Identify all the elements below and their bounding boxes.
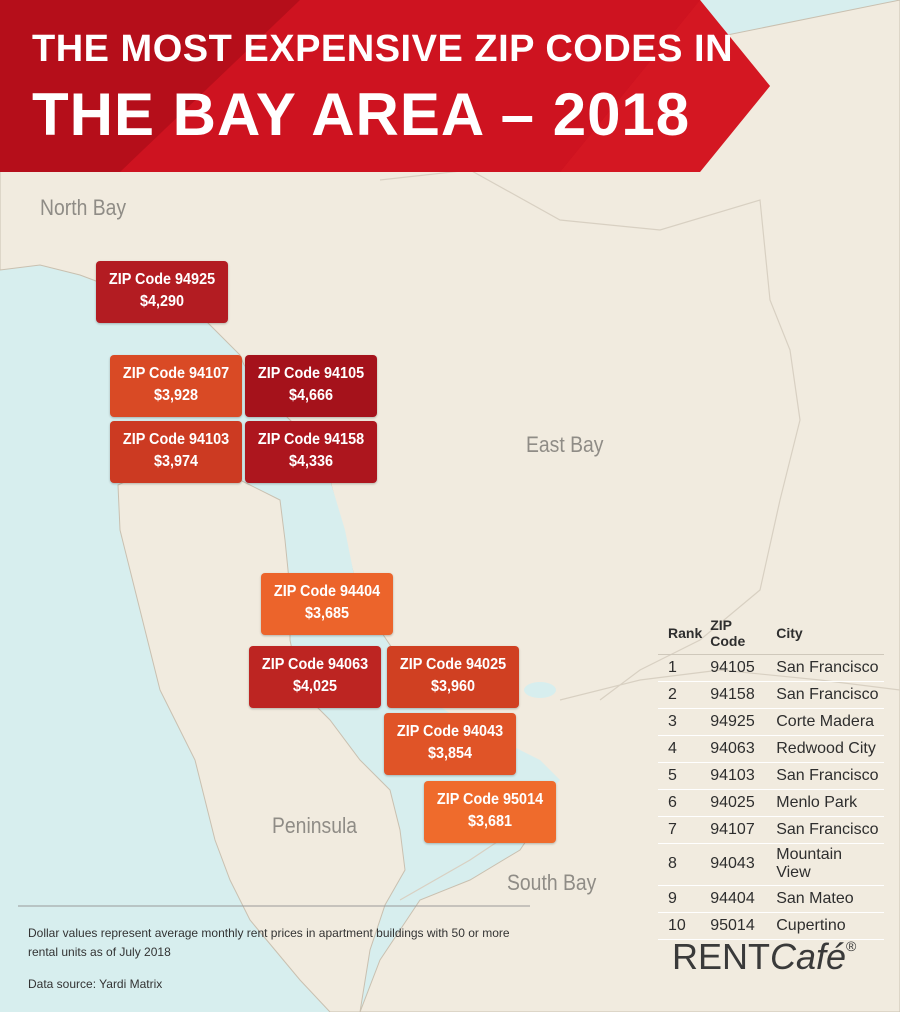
region-south-bay: South Bay — [507, 870, 597, 895]
logo-cafe: Café — [770, 936, 847, 977]
logo-rent: RENT — [672, 936, 770, 977]
banner-facet — [120, 0, 700, 172]
zip-label: ZIP Code 94025 — [399, 656, 507, 673]
cell-zip: 94158 — [706, 681, 773, 709]
region-peninsula: Peninsula — [272, 813, 358, 838]
zip-rent: $3,681 — [467, 813, 513, 830]
cell-city: Mountain View — [772, 843, 884, 886]
region-east-bay: East Bay — [526, 432, 604, 457]
table-row: 4 94063 Redwood City — [658, 735, 884, 763]
title-line-1: THE MOST EXPENSIVE ZIP CODES IN — [32, 28, 734, 70]
cell-city: San Francisco — [772, 762, 884, 790]
zip-rent: $4,336 — [288, 453, 334, 470]
zip-box: ZIP Code 94103 $3,974 — [110, 421, 242, 483]
zip-rent: $4,290 — [139, 293, 185, 310]
title-line-2: THE BAY AREA – 2018 — [32, 81, 691, 148]
land-peninsula — [117, 469, 406, 1012]
zip-rent: $3,974 — [153, 453, 199, 470]
header-zip: ZIP Code — [706, 614, 773, 655]
cell-city: Corte Madera — [772, 708, 884, 736]
zip-label: ZIP Code 94107 — [122, 365, 230, 382]
header-rank: Rank — [658, 614, 707, 655]
table-header-row: Rank ZIP Code City — [658, 614, 884, 655]
cell-city: San Francisco — [772, 654, 884, 682]
zip-box: ZIP Code 94107 $3,928 — [110, 355, 242, 417]
cell-city: San Francisco — [772, 816, 884, 844]
cell-zip: 94105 — [706, 654, 773, 682]
zip-box: ZIP Code 94105 $4,666 — [245, 355, 377, 417]
zip-label: ZIP Code 94063 — [261, 656, 369, 673]
ranking-table: Rank ZIP Code City 1 94105 San Francisco 2… — [658, 614, 884, 940]
cell-zip: 94043 — [706, 843, 773, 886]
table-row: 5 94103 San Francisco — [658, 762, 884, 790]
zip-box: ZIP Code 94404 $3,685 — [261, 573, 393, 635]
cell-rank: 9 — [658, 885, 707, 913]
table-row: 6 94025 Menlo Park — [658, 789, 884, 817]
cell-zip: 94063 — [706, 735, 773, 763]
zip-rent: $3,928 — [153, 387, 199, 404]
cell-rank: 5 — [658, 762, 707, 790]
banner-facet — [0, 0, 300, 172]
zip-rent: $4,025 — [292, 678, 338, 695]
footer-note: Dollar values represent average monthly … — [28, 926, 510, 959]
table-row: 2 94158 San Francisco — [658, 681, 884, 709]
cell-city: San Mateo — [772, 885, 884, 913]
zip-box: ZIP Code 94063 $4,025 — [249, 646, 381, 708]
cell-city: San Francisco — [772, 681, 884, 709]
cell-rank: 4 — [658, 735, 707, 763]
zip-rent: $3,685 — [304, 605, 350, 622]
header-city: City — [772, 614, 884, 655]
zip-rent: $3,854 — [427, 745, 473, 762]
footer-source: Data source: Yardi Matrix — [28, 977, 163, 991]
cell-rank: 7 — [658, 816, 707, 844]
zip-rent: $3,960 — [430, 678, 476, 695]
banner-facet — [560, 0, 770, 172]
zip-label: ZIP Code 94043 — [396, 723, 504, 740]
zip-box: ZIP Code 94043 $3,854 — [384, 713, 516, 775]
region-north-bay: North Bay — [40, 195, 127, 220]
cell-city: Cupertino — [772, 912, 884, 940]
inlet — [524, 682, 556, 698]
zip-label: ZIP Code 94158 — [257, 431, 365, 448]
cell-zip: 94404 — [706, 885, 773, 913]
cell-rank: 1 — [658, 654, 707, 682]
cell-rank: 6 — [658, 789, 707, 817]
cell-zip: 94925 — [706, 708, 773, 736]
zip-box: ZIP Code 94925 $4,290 — [96, 261, 228, 323]
zip-label: ZIP Code 94105 — [257, 365, 365, 382]
table-row: 9 94404 San Mateo — [658, 885, 884, 913]
zip-label: ZIP Code 94925 — [108, 271, 216, 288]
table-row: 8 94043 Mountain View — [658, 843, 884, 886]
table-row: 7 94107 San Francisco — [658, 816, 884, 844]
zip-label: ZIP Code 94404 — [273, 583, 381, 600]
cell-rank: 8 — [658, 843, 707, 886]
cell-zip: 94025 — [706, 789, 773, 817]
cell-zip: 95014 — [706, 912, 773, 940]
rentcafe-logo: RENTCafé® — [672, 936, 856, 978]
zip-box: ZIP Code 94158 $4,336 — [245, 421, 377, 483]
table-row: 3 94925 Corte Madera — [658, 708, 884, 736]
logo-registered: ® — [846, 938, 857, 954]
cell-rank: 2 — [658, 681, 707, 709]
cell-city: Menlo Park — [772, 789, 884, 817]
cell-rank: 3 — [658, 708, 707, 736]
cell-zip: 94107 — [706, 816, 773, 844]
cell-city: Redwood City — [772, 735, 884, 763]
zip-box: ZIP Code 94025 $3,960 — [387, 646, 519, 708]
zip-label: ZIP Code 94103 — [122, 431, 230, 448]
table-row: 1 94105 San Francisco — [658, 654, 884, 682]
zip-rent: $4,666 — [288, 387, 334, 404]
zip-label: ZIP Code 95014 — [436, 791, 544, 808]
zip-box: ZIP Code 95014 $3,681 — [424, 781, 556, 843]
table-row: 10 95014 Cupertino — [658, 912, 884, 940]
cell-zip: 94103 — [706, 762, 773, 790]
cell-rank: 10 — [658, 912, 707, 940]
